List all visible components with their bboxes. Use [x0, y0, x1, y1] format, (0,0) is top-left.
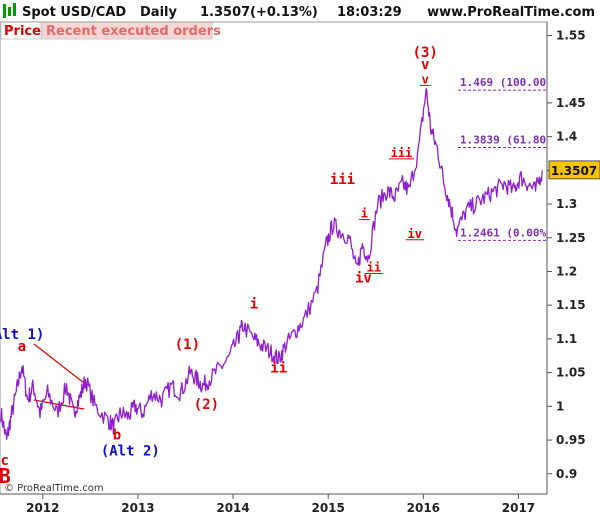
- y-tick-label: 1.1: [556, 332, 577, 346]
- wave-label: i: [250, 297, 258, 313]
- fib-level-label: 1.3839 (61.80: [460, 133, 546, 146]
- fib-level-label: 1.2461 (0.00%: [460, 226, 546, 239]
- wave-label: c: [1, 453, 9, 469]
- y-tick-label: 1.2: [556, 264, 577, 278]
- wave-label: v: [421, 57, 429, 73]
- wave-label: (1): [175, 337, 200, 353]
- y-tick-label: 0.95: [556, 433, 586, 447]
- site-url: www.ProRealTime.com: [427, 5, 595, 20]
- y-tick-label: 1: [556, 399, 564, 413]
- x-tick-label: 2017: [502, 501, 535, 515]
- y-tick-label: 1.55: [556, 28, 586, 42]
- y-tick-label: 1.05: [556, 366, 586, 380]
- wave-label: iii: [330, 172, 355, 188]
- y-axis-ticks: 1.551.451.41.351.31.251.21.151.11.0510.9…: [547, 28, 586, 481]
- last-price-badge: 1.3507: [548, 160, 600, 180]
- wave-label: iii: [391, 146, 413, 160]
- y-tick-label: 0.9: [556, 467, 577, 481]
- y-tick-label: 1.25: [556, 231, 586, 245]
- plot-frame: [0, 21, 548, 495]
- price-line: [0, 88, 543, 440]
- price-series: [0, 88, 543, 440]
- wave-label: (3): [413, 45, 438, 61]
- tab-price[interactable]: Price: [0, 21, 42, 40]
- wave-label: i: [361, 207, 368, 221]
- wave-label: v: [422, 72, 429, 86]
- last-price-label: 1.3507: [551, 164, 597, 178]
- change-percent: (+0.13%): [250, 5, 318, 20]
- y-tick-label: 1.15: [556, 298, 586, 312]
- tab-recent-orders-label: Recent executed orders: [46, 24, 221, 39]
- time-label: 18:03:29: [337, 5, 402, 20]
- y-tick-label: 1.4: [556, 130, 577, 144]
- fibonacci-levels: 1.469 (100.00 1.3839 (61.80 1.2461 (0.00%: [458, 76, 547, 241]
- x-tick-label: 2014: [216, 501, 249, 515]
- copyright-label: © ProRealTime.com: [4, 483, 104, 494]
- wave-label: a: [18, 339, 26, 355]
- x-axis-ticks: 2012 2013 2014 2015 2016 2017: [26, 494, 535, 515]
- y-tick-label: 1.45: [556, 96, 586, 110]
- tab-recent-orders[interactable]: Recent executed orders: [41, 21, 221, 40]
- x-tick-label: 2015: [311, 501, 344, 515]
- header-bar: Spot USD/CAD Daily 1.3507 (+0.13%) 18:03…: [3, 3, 595, 20]
- wave-label: iv: [408, 227, 422, 241]
- wave-label: B: [0, 464, 11, 488]
- triangle-pattern: [33, 343, 85, 410]
- timeframe-label: Daily: [140, 5, 177, 20]
- wave-label: (2): [194, 397, 219, 413]
- wave-label: b: [113, 427, 121, 443]
- fib-level-label: 1.469 (100.00: [460, 76, 546, 89]
- x-tick-label: 2016: [407, 501, 440, 515]
- wave-label: ii: [367, 260, 381, 274]
- wave-label: (Alt 2): [101, 444, 160, 460]
- x-tick-label: 2012: [26, 501, 59, 515]
- y-tick-label: 1.3: [556, 197, 577, 211]
- wave-label: iv: [355, 270, 372, 286]
- wave-label: ii: [270, 361, 287, 377]
- instrument-name: Spot USD/CAD: [22, 5, 126, 20]
- wave-label: Alt 1): [0, 327, 44, 343]
- candlestick-icon: [3, 3, 16, 18]
- last-price-header: 1.3507: [200, 5, 250, 20]
- x-tick-label: 2013: [121, 501, 154, 515]
- tab-price-label: Price: [4, 24, 41, 39]
